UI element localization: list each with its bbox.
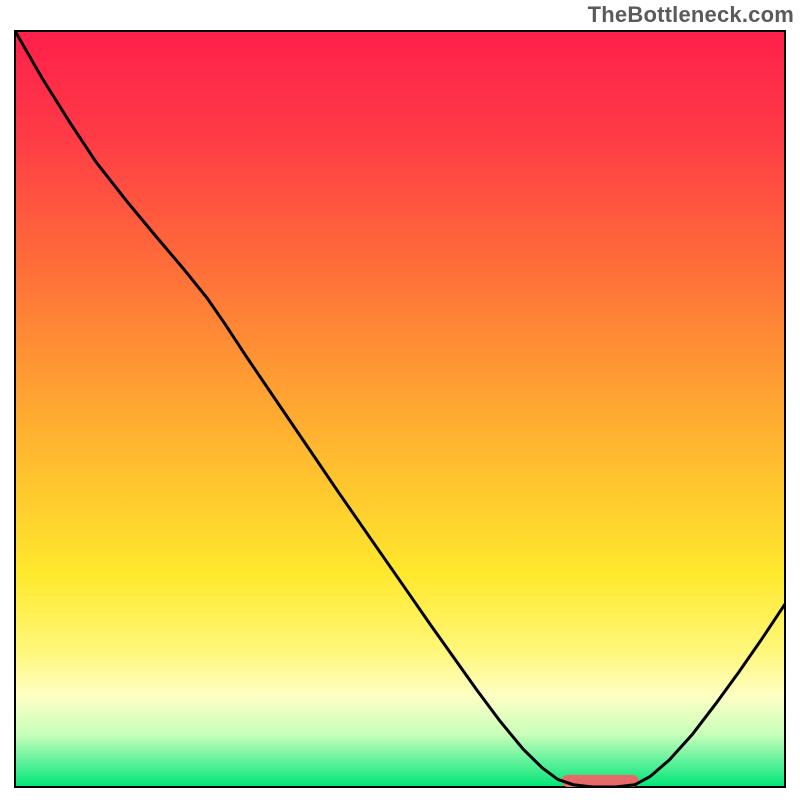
chart-container: TheBottleneck.com [0,0,800,800]
gradient-background [15,31,785,787]
watermark-text: TheBottleneck.com [588,2,794,28]
plot-area [14,30,786,788]
chart-svg [14,30,786,788]
